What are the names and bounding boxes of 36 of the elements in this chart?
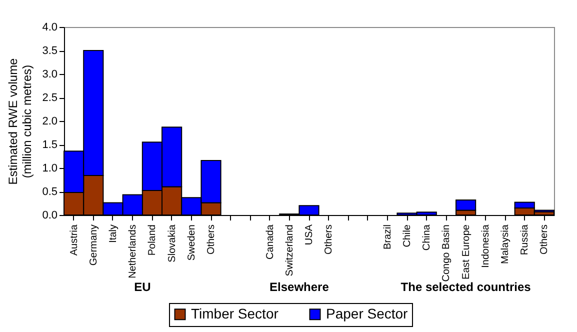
- x-tick-label: Canada: [264, 224, 276, 260]
- x-tick-label: China: [422, 224, 433, 251]
- x-tick-label: USA: [304, 224, 315, 246]
- x-tick-label: Chile: [402, 224, 413, 248]
- x-tick-label: Russia: [520, 224, 531, 256]
- y-tick-label: 2.0: [42, 116, 58, 128]
- x-tick-label: Malaysia: [500, 224, 511, 264]
- y-tick-label: 0.5: [42, 186, 58, 198]
- legend-label: Timber Sector: [191, 305, 279, 322]
- x-tick-label: Italy: [108, 224, 119, 243]
- x-tick-label: Austria: [68, 224, 80, 256]
- legend-label: Paper Sector: [326, 305, 408, 322]
- x-tick-label: Poland: [147, 224, 158, 256]
- x-tick-label: Others: [324, 224, 335, 255]
- y-tick-label: 4.0: [42, 22, 58, 34]
- text: EU: [134, 280, 151, 294]
- x-tick-label: Others: [206, 224, 217, 255]
- x-tick-label: Brazil: [382, 224, 394, 250]
- x-tick-label: Slovakia: [166, 224, 178, 262]
- x-tick-label: Germany: [88, 224, 100, 266]
- y-tick-label: 2.5: [42, 92, 58, 104]
- text: Elsewhere: [270, 280, 330, 294]
- y-tick-label: 1.5: [42, 139, 58, 151]
- x-tick-label: Netherlands: [128, 224, 139, 278]
- y-tick-label: 1.0: [42, 162, 58, 174]
- y-tick-label: 3.5: [42, 45, 58, 57]
- x-tick-label: East Europe: [460, 224, 472, 280]
- x-tick-label: Congo Basin: [441, 224, 452, 282]
- x-tick-label: Sweden: [186, 224, 198, 261]
- y-axis-title: Estimated RWE volume (million cubic metres): [6, 58, 34, 185]
- x-tick-label: Others: [539, 224, 550, 255]
- y-tick-label: 3.0: [42, 68, 58, 80]
- x-tick-label: Switzerland: [284, 224, 296, 276]
- x-tick-label: Indonesia: [480, 224, 492, 268]
- y-tick-label: 0.0: [42, 210, 58, 222]
- text: The selected countries: [400, 280, 532, 294]
